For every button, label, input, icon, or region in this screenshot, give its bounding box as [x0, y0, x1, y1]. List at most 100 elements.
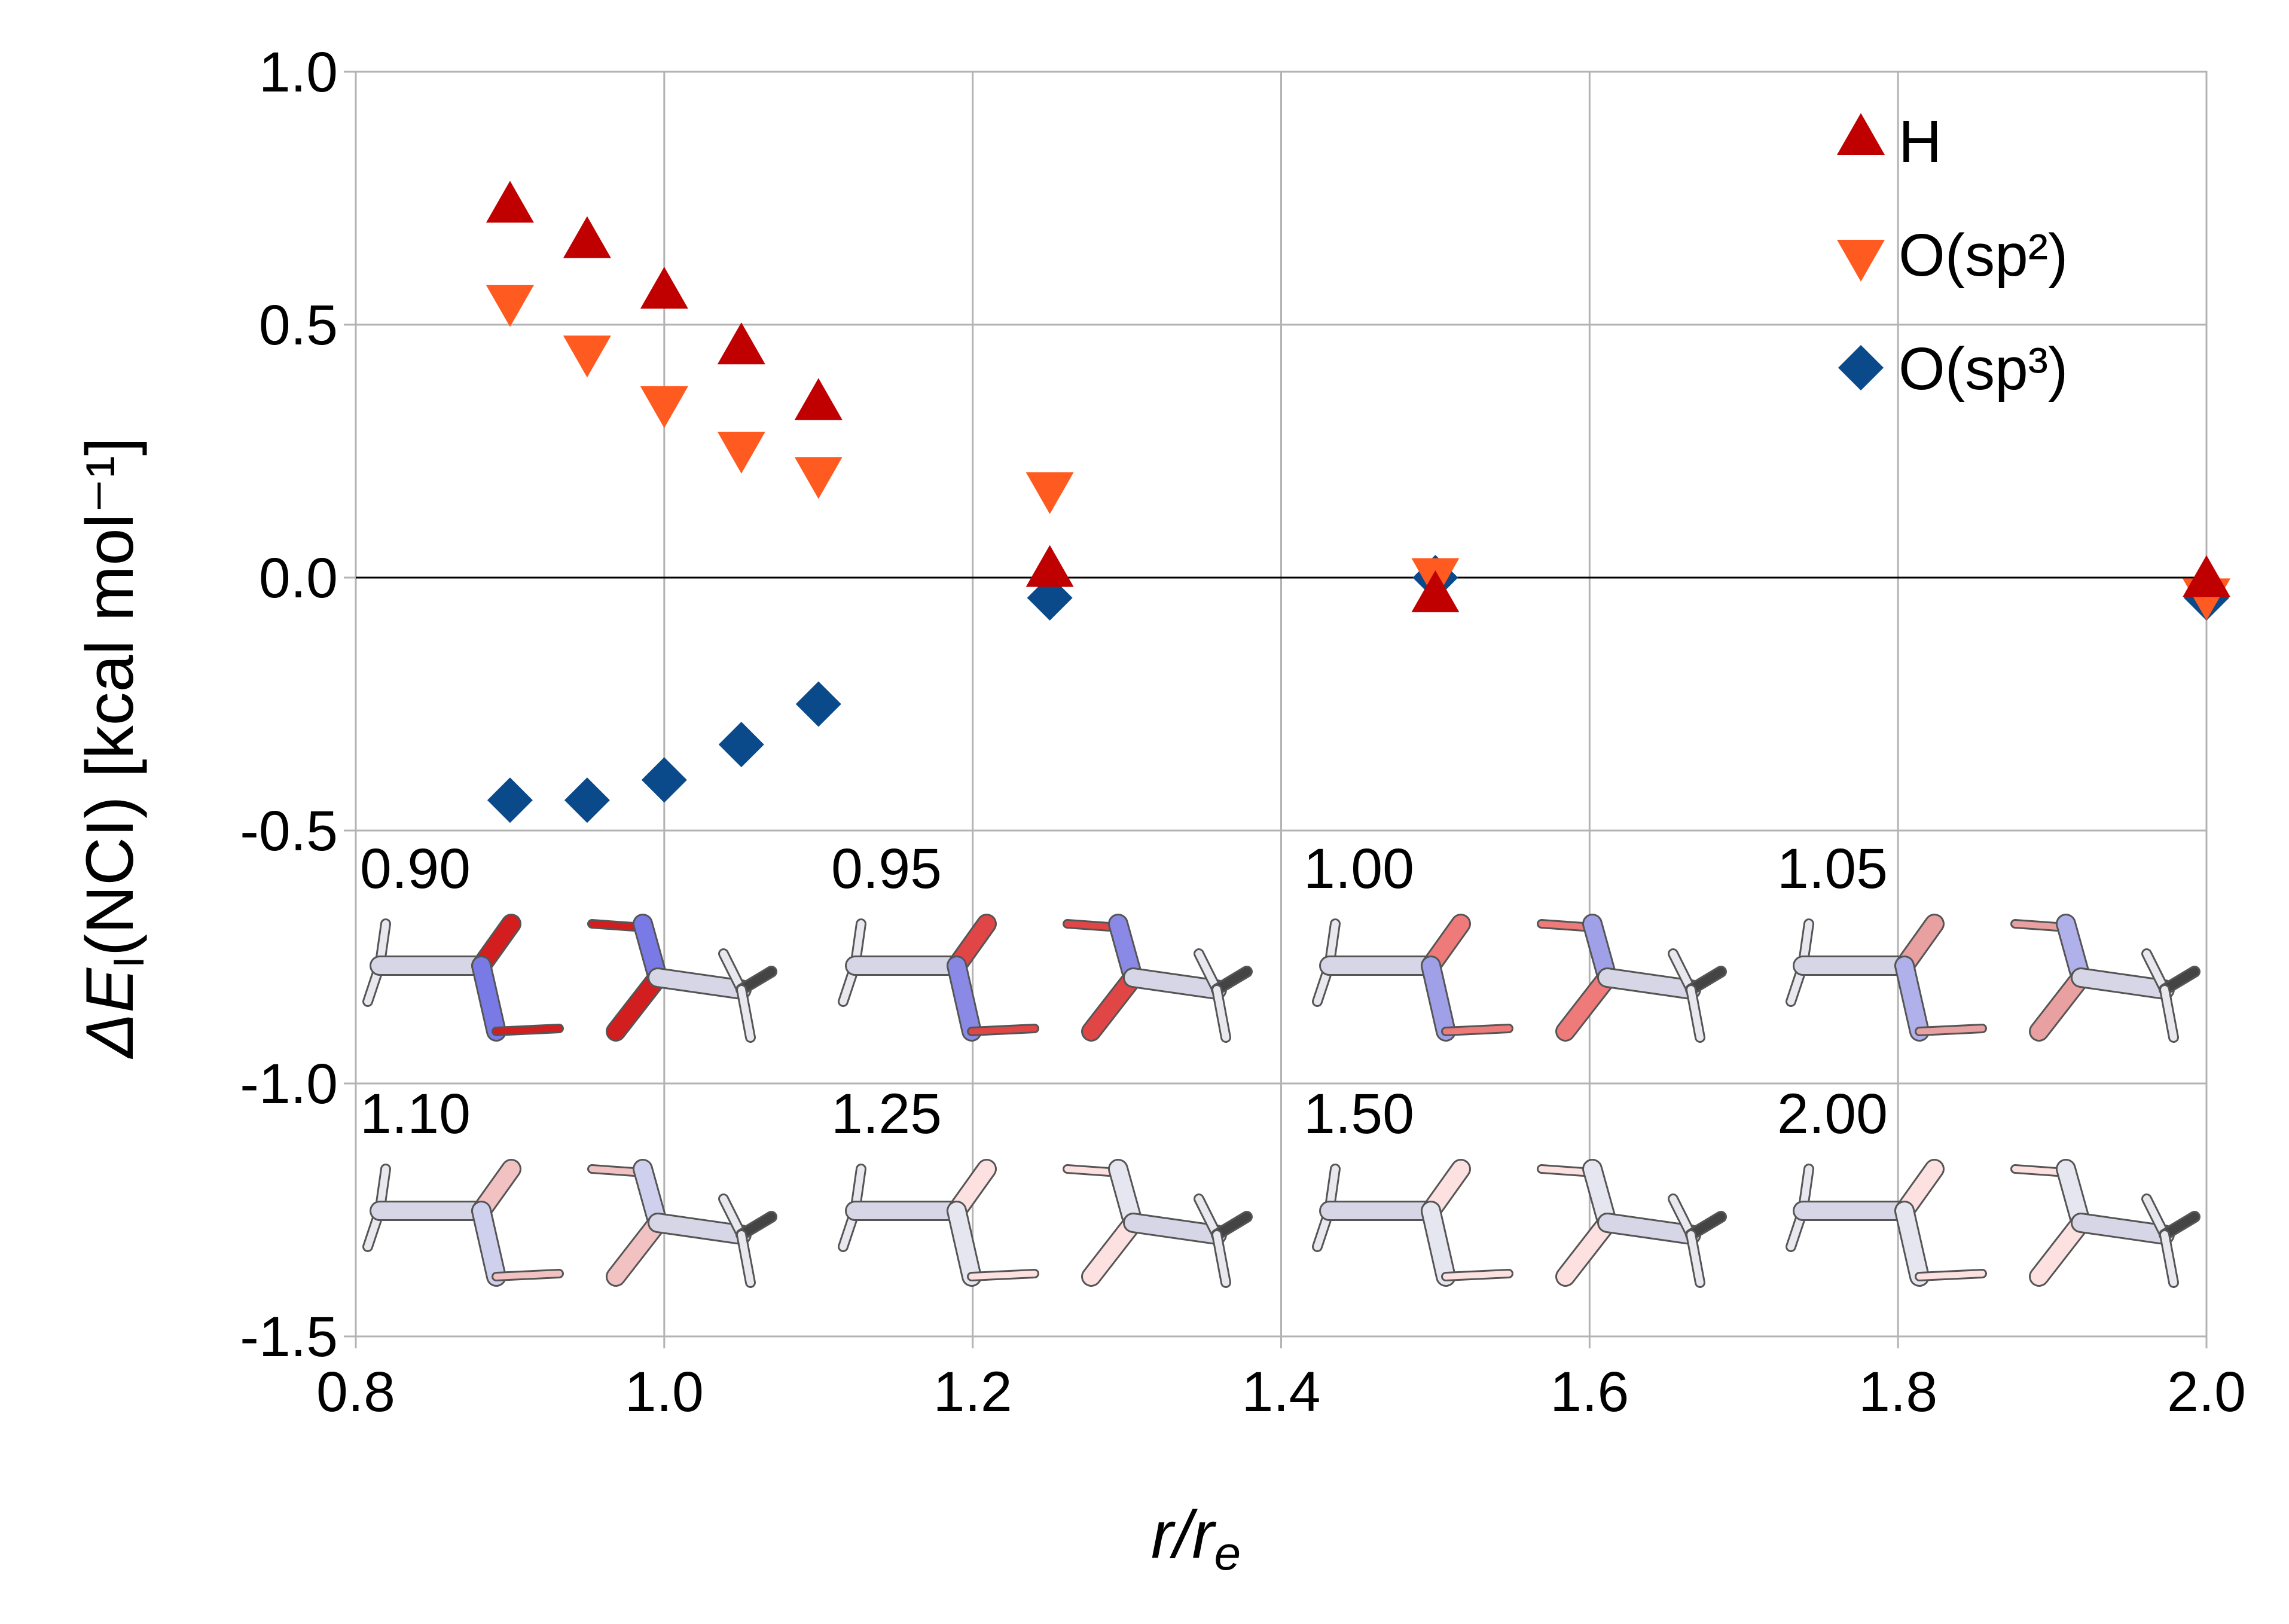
- bond: [649, 969, 750, 998]
- bond: [589, 921, 637, 930]
- bond: [2073, 1214, 2173, 1243]
- structure-label: 0.90: [360, 837, 471, 900]
- grid: [344, 71, 2208, 1348]
- legend-label: O(sp²): [1899, 222, 2068, 289]
- point-triangle-up: [640, 267, 688, 309]
- bond: [1125, 969, 1225, 998]
- molecule: [362, 914, 564, 1042]
- legend-marker-diamond: [1838, 345, 1884, 390]
- bond: [720, 950, 745, 993]
- molecule: [1063, 1159, 1253, 1288]
- legend-marker-triangle-down: [1837, 240, 1885, 282]
- point-triangle-down: [563, 335, 611, 378]
- bond: [2031, 969, 2089, 1040]
- structure-label: 1.05: [1777, 837, 1888, 900]
- bond: [493, 1025, 562, 1034]
- bond: [1213, 1213, 1251, 1239]
- point-triangle-up: [1026, 545, 1074, 587]
- bond: [1195, 950, 1220, 993]
- bond: [473, 1202, 505, 1285]
- bond: [1213, 967, 1251, 994]
- bond: [1213, 1231, 1229, 1286]
- bond: [1423, 1202, 1454, 1285]
- bond: [1423, 957, 1454, 1040]
- bond: [2160, 967, 2199, 994]
- bond: [1599, 1214, 1699, 1243]
- structure-label: 1.50: [1304, 1082, 1414, 1146]
- bond: [1670, 950, 1695, 993]
- bond: [969, 1025, 1037, 1034]
- bond: [2143, 1195, 2168, 1238]
- molecule: [1312, 1159, 1513, 1287]
- point-triangle-up: [2183, 555, 2230, 597]
- molecule: [1312, 914, 1513, 1042]
- bond: [948, 1202, 980, 1285]
- point-triangle-up: [717, 322, 765, 365]
- legend: H O(sp²) O(sp³): [1837, 108, 2068, 402]
- molecule: [838, 1159, 1039, 1287]
- structure-insets: 0.90 0.95 1.00 1.05 1.10 1.25 1.50 2.00: [360, 837, 2201, 1288]
- point-triangle-down: [486, 285, 534, 327]
- y-tick-label: -0.5: [240, 799, 338, 863]
- point-triangle-up: [1411, 570, 1460, 612]
- structure-label: 0.95: [831, 837, 942, 900]
- y-tick-labels: 1.0 0.5 0.0 -0.5 -1.0 -1.5: [240, 41, 338, 1369]
- point-triangle-up: [794, 378, 843, 420]
- bond: [649, 1214, 750, 1243]
- x-axis-title: r/re: [1151, 1497, 1241, 1580]
- point-diamond: [564, 777, 610, 823]
- point-triangle-up: [563, 216, 611, 258]
- bond: [2031, 1214, 2089, 1285]
- bond: [738, 986, 754, 1041]
- bond: [1443, 1025, 1512, 1034]
- legend-label: H: [1899, 108, 1942, 175]
- bond: [1687, 986, 1704, 1041]
- bond: [1539, 1166, 1586, 1175]
- point-triangle-down: [717, 432, 765, 474]
- point-triangle-down: [1026, 472, 1074, 514]
- bond: [1896, 957, 1928, 1040]
- bond: [608, 969, 666, 1040]
- molecule: [2010, 1159, 2201, 1288]
- bond: [737, 967, 776, 994]
- bond: [2012, 1166, 2060, 1175]
- data-points: [486, 181, 2230, 823]
- bond: [2161, 1231, 2177, 1286]
- bond: [1443, 1271, 1512, 1280]
- bond: [2073, 969, 2173, 998]
- bond: [1213, 986, 1229, 1041]
- y-tick-label: 0.0: [259, 547, 338, 610]
- x-tick-label: 1.6: [1550, 1360, 1629, 1424]
- x-tick-label: 1.0: [625, 1360, 704, 1424]
- bond: [589, 1166, 637, 1175]
- legend-marker-triangle-up: [1837, 113, 1885, 155]
- molecule: [362, 1159, 564, 1287]
- y-tick-label: -1.5: [240, 1305, 338, 1369]
- molecule: [2010, 914, 2201, 1043]
- molecule: [1537, 914, 1727, 1043]
- structure-label: 1.25: [831, 1082, 942, 1146]
- y-axis-title: ΔEI(NCI) [kcal mol⁻¹]: [72, 437, 153, 1060]
- molecule: [1786, 1159, 1987, 1287]
- y-tick-label: -1.0: [240, 1052, 338, 1116]
- structure-label: 1.10: [360, 1082, 471, 1146]
- bond: [493, 1271, 562, 1280]
- bond: [738, 1231, 754, 1286]
- y-tick-label: 1.0: [259, 41, 338, 104]
- bond: [1599, 969, 1699, 998]
- bond: [1896, 1202, 1928, 1285]
- x-tick-label: 2.0: [2167, 1360, 2246, 1424]
- bond: [1083, 969, 1142, 1040]
- bond: [1195, 1195, 1220, 1238]
- bond: [1083, 1214, 1142, 1285]
- bond: [948, 957, 980, 1040]
- bond: [1064, 1166, 1112, 1175]
- point-diamond: [487, 777, 533, 823]
- molecule: [1063, 914, 1253, 1043]
- molecule: [1786, 914, 1987, 1042]
- legend-label: O(sp³): [1899, 335, 2068, 402]
- bond: [737, 1213, 776, 1239]
- bond: [1670, 1195, 1695, 1238]
- structure-label: 2.00: [1777, 1082, 1888, 1146]
